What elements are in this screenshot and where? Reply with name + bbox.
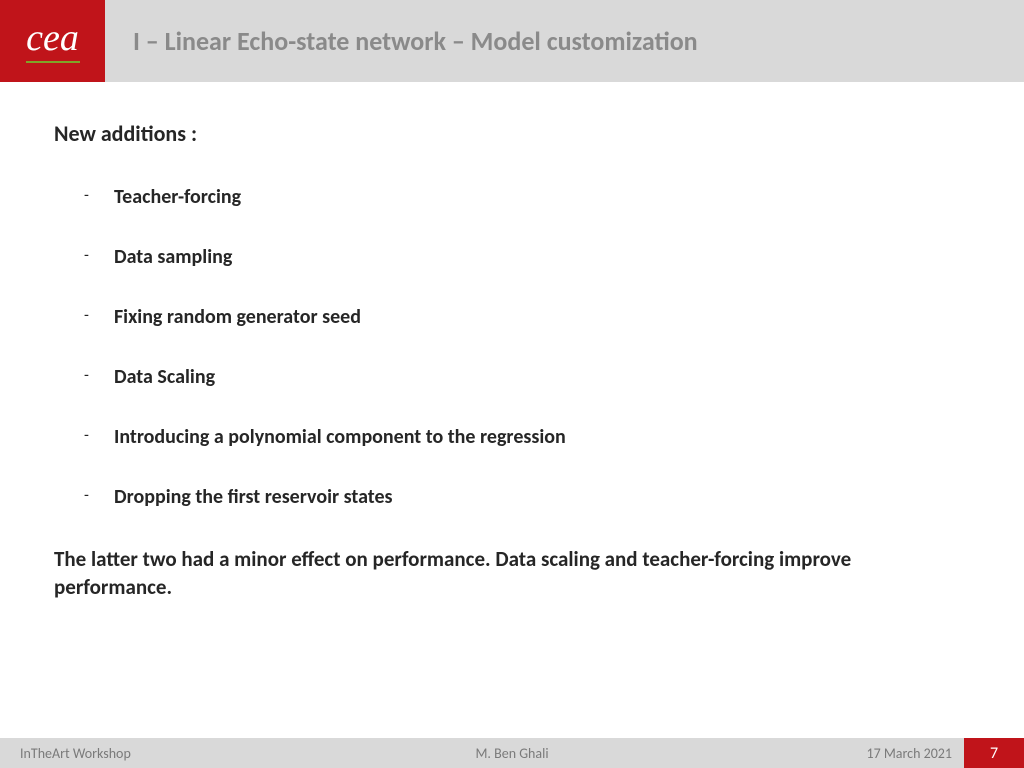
logo-underline <box>26 61 80 63</box>
additions-list: Teacher-forcing Data sampling Fixing ran… <box>54 185 970 509</box>
slide-title: I – Linear Echo-state network – Model cu… <box>133 25 698 57</box>
list-item: Introducing a polynomial component to th… <box>84 425 970 449</box>
slide-header: cea I – Linear Echo-state network – Mode… <box>0 0 1024 82</box>
intro-text: New additions : <box>54 120 970 147</box>
list-item: Data sampling <box>84 245 970 269</box>
footer-date: 17 March 2021 <box>824 745 964 762</box>
list-item: Fixing random generator seed <box>84 305 970 329</box>
footer-page-number: 7 <box>964 738 1024 768</box>
list-item: Teacher-forcing <box>84 185 970 209</box>
slide-content: New additions : Teacher-forcing Data sam… <box>0 82 1024 602</box>
slide-footer: InTheArt Workshop M. Ben Ghali 17 March … <box>0 738 1024 768</box>
logo-box: cea <box>0 0 105 82</box>
title-box: I – Linear Echo-state network – Model cu… <box>105 0 1024 82</box>
summary-text: The latter two had a minor effect on per… <box>54 545 970 602</box>
footer-workshop: InTheArt Workshop <box>0 745 200 762</box>
list-item: Data Scaling <box>84 365 970 389</box>
logo-text: cea <box>26 19 79 57</box>
footer-author: M. Ben Ghali <box>200 745 824 762</box>
list-item: Dropping the first reservoir states <box>84 485 970 509</box>
